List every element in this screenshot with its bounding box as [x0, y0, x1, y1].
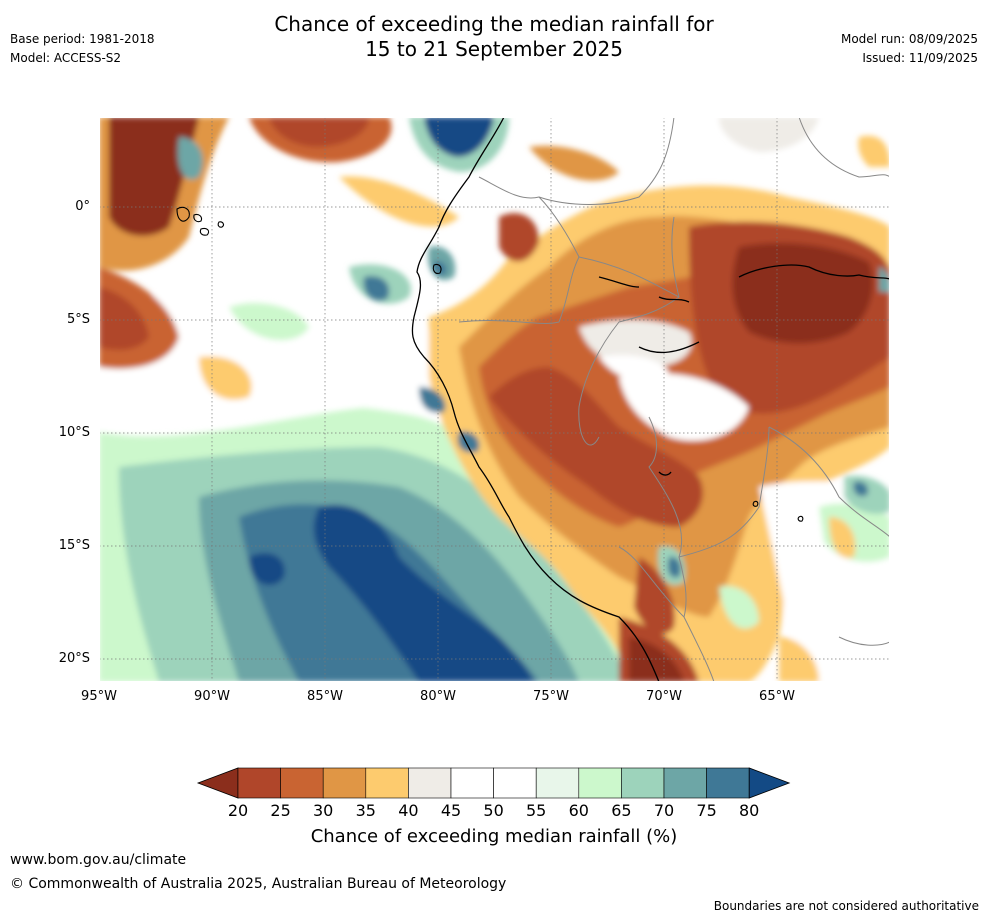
lon-label-90w: 90°W [194, 689, 230, 704]
colorbar-tick-label: 75 [696, 801, 717, 820]
country-borders [458, 117, 890, 682]
colorbar-segment [578, 767, 622, 799]
coastline [411, 117, 890, 682]
lon-label-75w: 75°W [533, 689, 569, 704]
colorbar-arrow-low [196, 767, 239, 799]
colorbar-tick-label: 65 [611, 801, 632, 820]
colorbar-segment [280, 767, 324, 799]
colorbar-segment [706, 767, 750, 799]
colorbar-segment [408, 767, 452, 799]
map-title-line1: Chance of exceeding the median rainfall … [274, 12, 714, 36]
boundaries-disclaimer: Boundaries are not considered authoritat… [713, 899, 979, 913]
model-name: Model: ACCESS-S2 [10, 51, 122, 65]
colorbar-title: Chance of exceeding median rainfall (%) [310, 826, 678, 847]
colorbar-tick-label: 35 [355, 801, 376, 820]
base-period: Base period: 1981-2018 [10, 32, 155, 46]
islands [176, 206, 804, 522]
colorbar-segment [493, 767, 537, 799]
colorbar-tick-label: 80 [739, 801, 760, 820]
colorbar-tick-label: 30 [313, 801, 334, 820]
colorbar-segment [237, 767, 281, 799]
lat-label-0: 0° [75, 199, 90, 214]
colorbar-tick-label: 50 [483, 801, 504, 820]
colorbar [196, 767, 791, 799]
lat-label-20s: 20°S [58, 651, 90, 666]
rainfall-contours [99, 117, 890, 682]
lon-label-95w: 95°W [81, 689, 117, 704]
lat-label-5s: 5°S [66, 312, 90, 327]
colorbar-tick-label: 20 [227, 801, 249, 820]
colorbar-tick-label: 60 [568, 801, 589, 820]
colorbar-tick-label: 40 [398, 801, 419, 820]
colorbar-tick-label: 70 [653, 801, 675, 820]
colorbar-tick-label: 25 [270, 801, 291, 820]
colorbar-arrow-high [748, 767, 791, 799]
colorbar-segment [450, 767, 494, 799]
copyright-notice: © Commonwealth of Australia 2025, Austra… [10, 876, 507, 892]
colorbar-segment [621, 767, 665, 799]
website-link[interactable]: www.bom.gov.au/climate [10, 852, 187, 868]
lon-label-70w: 70°W [646, 689, 682, 704]
colorbar-segment [365, 767, 409, 799]
colorbar-segment [535, 767, 580, 799]
colorbar-segment [663, 767, 707, 799]
colorbar-segment [322, 767, 367, 799]
lon-label-80w: 80°W [420, 689, 456, 704]
model-run: Model run: 08/09/2025 [840, 32, 978, 46]
lon-label-85w: 85°W [307, 689, 343, 704]
colorbar-tick-label: 45 [440, 801, 462, 820]
issued-date: Issued: 11/09/2025 [862, 51, 978, 65]
map-title-line2: 15 to 21 September 2025 [365, 37, 623, 61]
rainfall-map [99, 117, 890, 682]
lat-label-10s: 10°S [58, 425, 90, 440]
lon-label-65w: 65°W [759, 689, 795, 704]
colorbar-tick-label: 55 [526, 801, 547, 820]
lat-label-15s: 15°S [58, 538, 90, 553]
